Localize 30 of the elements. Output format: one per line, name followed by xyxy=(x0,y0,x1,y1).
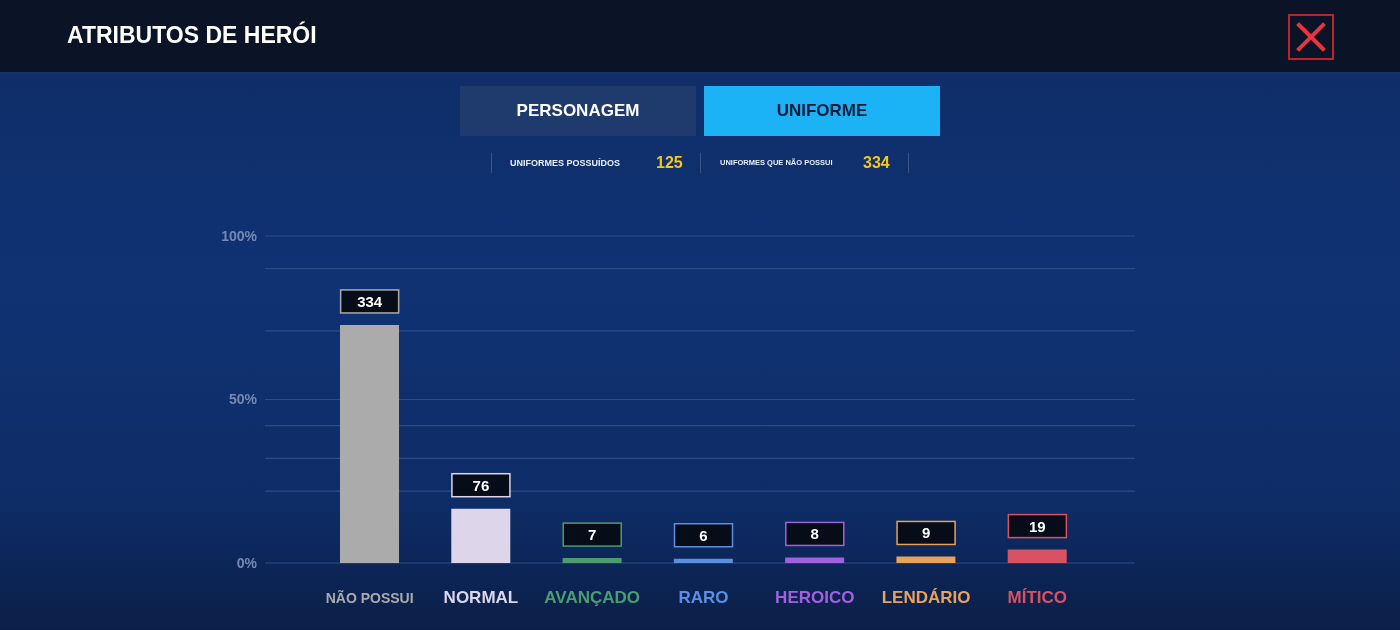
x-tick-label: MÍTICO xyxy=(1007,588,1068,607)
annotation: 8 xyxy=(810,525,819,543)
y-tick-label: 0% xyxy=(236,554,258,571)
text: PERSONAGEM xyxy=(516,101,640,121)
bar xyxy=(896,556,956,563)
bar xyxy=(340,324,399,563)
y-tick-label: 100% xyxy=(221,227,258,244)
x-tick-label: NORMAL xyxy=(443,588,519,607)
annotation: 19 xyxy=(1029,517,1046,535)
x-tick-label: NÃO POSSUI xyxy=(325,589,414,606)
x-tick-label: AVANÇADO xyxy=(544,588,641,607)
annotation: 9 xyxy=(921,524,931,542)
x-tick-label: RARO xyxy=(678,588,729,607)
x-tick-label: HEROICO xyxy=(775,588,855,607)
bar xyxy=(785,557,845,563)
x-tick-label: LENDÁRIO xyxy=(881,588,971,607)
annotation: 76 xyxy=(472,476,490,494)
text: 334 xyxy=(863,153,890,173)
annotation: 334 xyxy=(357,292,383,310)
bar xyxy=(451,508,511,563)
text: 125 xyxy=(656,153,683,173)
y-tick-label: 50% xyxy=(228,391,258,408)
bar xyxy=(562,558,622,563)
annotation: 7 xyxy=(588,526,597,544)
text: UNIFORMES POSSUÍDOS xyxy=(510,157,621,169)
bar xyxy=(1007,549,1067,563)
text: UNIFORME xyxy=(776,101,868,121)
bar xyxy=(673,558,733,563)
chart-title: ATRIBUTOS DE HERÓI xyxy=(67,20,317,50)
annotation: 6 xyxy=(699,526,708,544)
